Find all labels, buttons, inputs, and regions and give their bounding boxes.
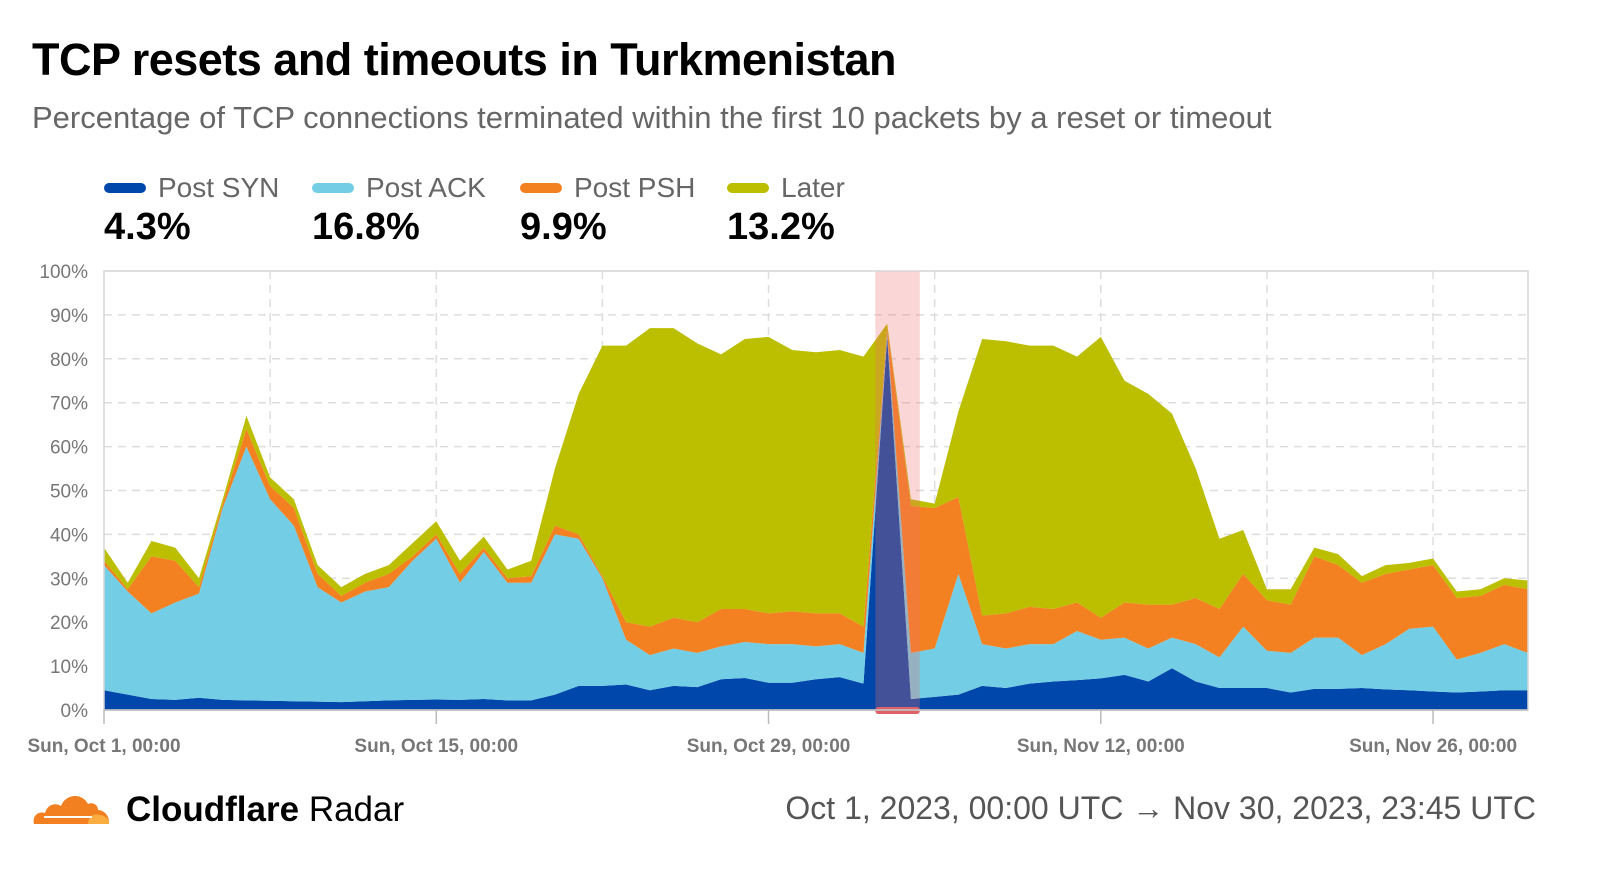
y-tick-label: 90%: [50, 306, 88, 327]
legend-item-post-ack[interactable]: Post ACK 16.8%: [312, 172, 486, 249]
legend-swatch: [520, 183, 562, 193]
x-tick-label: Sun, Oct 15, 00:00: [354, 736, 518, 757]
legend-swatch: [727, 183, 769, 193]
area-post-ack: [104, 332, 1528, 703]
series-areas: [104, 323, 1528, 710]
legend-label: Post ACK: [366, 172, 486, 203]
legend-value: 16.8%: [312, 206, 420, 248]
y-tick-label: 60%: [50, 438, 88, 459]
legend-value: 13.2%: [727, 206, 835, 248]
x-tick-label: Sun, Oct 1, 00:00: [27, 736, 180, 757]
brand-light: Radar: [308, 790, 405, 829]
y-tick-label: 80%: [50, 350, 88, 371]
y-tick-label: 20%: [50, 613, 88, 634]
x-axis: Sun, Oct 1, 00:00 Sun, Oct 15, 00:00 Sun, …: [27, 710, 1517, 757]
cloudflare-logo-icon: [33, 795, 110, 824]
legend-item-later[interactable]: Later 13.2%: [727, 172, 845, 249]
area-post-psh: [104, 328, 1528, 660]
legend-item-post-syn[interactable]: Post SYN 4.3%: [104, 172, 279, 249]
legend-label: Post SYN: [158, 172, 280, 203]
x-tick-label: Sun, Nov 12, 00:00: [1017, 736, 1185, 757]
y-tick-label: 40%: [50, 525, 88, 546]
y-tick-label: 50%: [50, 482, 88, 503]
date-range: Oct 1, 2023, 00:00 UTC → Nov 30, 2023, 2…: [785, 790, 1536, 826]
y-tick-label: 70%: [50, 394, 88, 415]
page-title: TCP resets and timeouts in Turkmenistan: [32, 34, 897, 85]
legend-label: Post PSH: [574, 172, 696, 203]
y-tick-label: 10%: [50, 657, 88, 678]
legend-swatch: [312, 183, 354, 193]
highlight-region: [875, 271, 920, 710]
legend-item-post-psh[interactable]: Post PSH 9.9%: [520, 172, 695, 249]
x-tick-label: Sun, Oct 29, 00:00: [687, 736, 851, 757]
y-tick-label: 0%: [61, 701, 89, 722]
y-axis: 0% 10% 20% 30% 40% 50% 60% 70% 80% 90% 100%: [39, 262, 88, 722]
highlight-band: [875, 271, 920, 714]
y-tick-label: 30%: [50, 569, 88, 590]
legend-value: 4.3%: [104, 206, 191, 248]
y-tick-label: 100%: [39, 262, 88, 283]
area-later: [104, 323, 1528, 627]
page-subtitle: Percentage of TCP connections terminated…: [32, 100, 1272, 135]
legend-swatch: [104, 183, 146, 193]
legend-label: Later: [781, 172, 845, 203]
brand-bold: Cloudflare: [126, 790, 300, 829]
brand-name: Cloudflare Radar: [126, 790, 404, 830]
x-tick-label: Sun, Nov 26, 00:00: [1349, 736, 1517, 757]
legend-value: 9.9%: [520, 206, 607, 248]
plot-frame: [103, 270, 1529, 711]
